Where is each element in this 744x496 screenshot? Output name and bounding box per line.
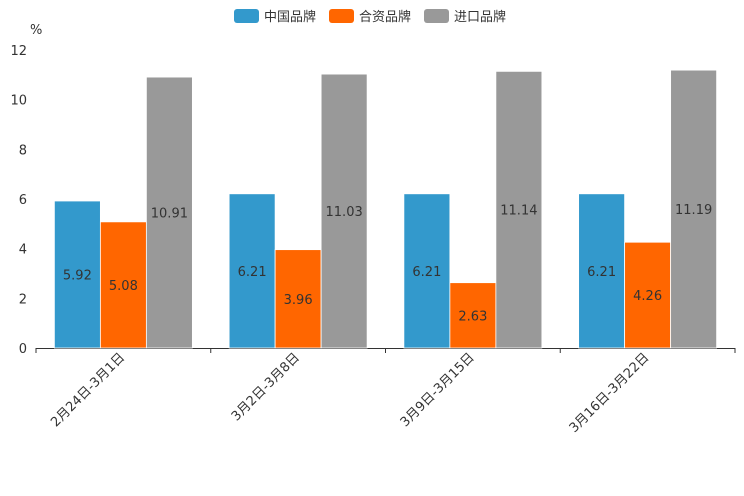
value-label-1-0: 5.08	[109, 279, 138, 294]
y-tick-label-0: 0	[19, 342, 27, 357]
bar-2-0	[145, 76, 193, 349]
value-label-1-1: 3.96	[284, 293, 313, 308]
legend-label-1: 合资品牌	[359, 9, 411, 25]
value-label-2-2: 11.14	[500, 204, 537, 219]
value-label-1-3: 4.26	[633, 289, 662, 304]
y-tick-label-5: 10	[10, 94, 27, 109]
legend-label-0: 中国品牌	[264, 9, 316, 25]
y-tick-label-2: 4	[19, 243, 27, 258]
bar-2-3	[670, 69, 718, 349]
value-label-1-2: 2.63	[458, 309, 487, 324]
legend-swatch-1	[329, 9, 354, 23]
value-label-2-0: 10.91	[151, 207, 188, 222]
bar-1-1	[274, 249, 322, 349]
x-category-label-3: 3月16日-3月22日	[567, 350, 653, 436]
legend-swatch-2	[424, 9, 449, 23]
x-category-label-1: 3月2日-3月8日	[229, 350, 303, 424]
y-axis-unit-label: %	[30, 23, 42, 38]
value-label-2-1: 11.03	[326, 205, 363, 220]
bar-2-2	[495, 70, 543, 349]
x-category-label-2: 3月9日-3月15日	[398, 350, 478, 430]
x-category-label-0: 2月24日-3月1日	[48, 350, 128, 430]
y-tick-label-1: 2	[19, 292, 27, 307]
bar-2-1	[320, 73, 368, 349]
y-tick-label-3: 6	[19, 193, 27, 208]
y-axis: 0 2 4 6 8 10 12	[10, 44, 27, 357]
value-labels: 5.92 5.08 10.91 6.21 3.96 11.03 6.21 2.63 11.14 6…	[63, 203, 712, 324]
value-label-0-1: 6.21	[238, 265, 267, 280]
legend-label-2: 进口品牌	[454, 9, 506, 25]
bar-0-0	[53, 200, 101, 349]
value-label-0-3: 6.21	[587, 265, 616, 280]
value-label-0-0: 5.92	[63, 268, 92, 283]
bar-0-1	[228, 193, 276, 349]
bar-0-3	[578, 193, 626, 349]
y-tick-label-6: 12	[10, 44, 27, 59]
bar-1-3	[624, 241, 672, 349]
bars	[53, 69, 718, 349]
legend-swatch-0	[234, 9, 259, 23]
bar-1-2	[449, 282, 497, 349]
bar-0-2	[403, 193, 451, 349]
x-axis: 2月24日-3月1日 3月2日-3月8日 3月9日-3月15日 3月16日-3月22日	[35, 348, 736, 436]
y-tick-label-4: 8	[19, 143, 27, 158]
value-label-0-2: 6.21	[412, 265, 441, 280]
legend: 中国品牌 合资品牌 进口品牌	[234, 9, 506, 25]
value-label-2-3: 11.19	[675, 203, 712, 218]
